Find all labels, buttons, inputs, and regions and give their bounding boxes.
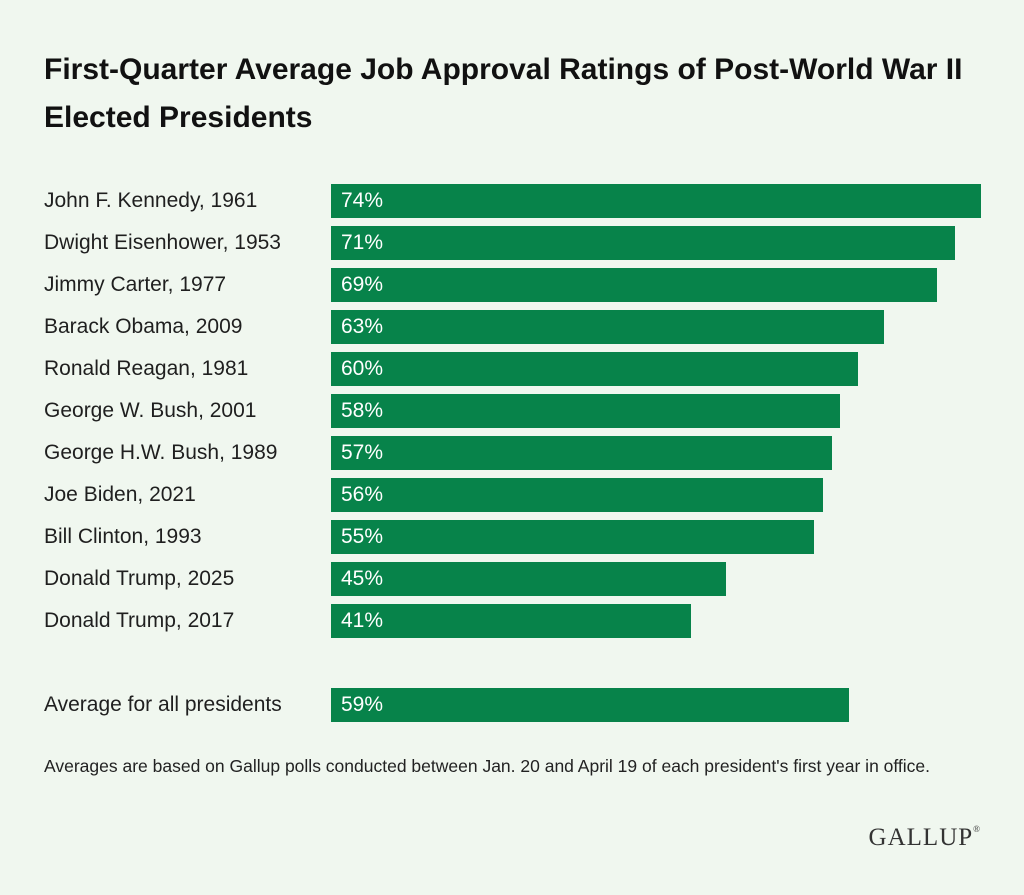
category-label: Barack Obama, 2009 bbox=[44, 315, 243, 338]
data-label: 71% bbox=[341, 231, 384, 254]
data-label: 56% bbox=[341, 483, 384, 506]
bar: 45% bbox=[331, 562, 726, 596]
bar: 60% bbox=[331, 352, 858, 386]
gallup-logo: GALLUP® bbox=[868, 824, 980, 851]
data-label: 74% bbox=[341, 189, 384, 212]
category-label: Joe Biden, 2021 bbox=[44, 483, 196, 506]
chart-title: First-Quarter Average Job Approval Ratin… bbox=[44, 53, 963, 134]
category-label: Donald Trump, 2025 bbox=[44, 567, 235, 590]
average-bar: 59% bbox=[331, 688, 849, 722]
data-label: 41% bbox=[341, 609, 384, 632]
average-label: Average for all presidents bbox=[44, 693, 282, 716]
category-label: Bill Clinton, 1993 bbox=[44, 525, 202, 548]
footnote: Averages are based on Gallup polls condu… bbox=[44, 756, 931, 776]
category-label: Jimmy Carter, 1977 bbox=[44, 273, 227, 296]
category-label: Ronald Reagan, 1981 bbox=[44, 357, 249, 380]
data-label: 60% bbox=[341, 357, 384, 380]
bar: 74% bbox=[331, 184, 981, 218]
bar: 63% bbox=[331, 310, 884, 344]
category-label: Donald Trump, 2017 bbox=[44, 609, 235, 632]
bar: 58% bbox=[331, 394, 840, 428]
bar: 57% bbox=[331, 436, 832, 470]
bar: 56% bbox=[331, 478, 823, 512]
data-label: 45% bbox=[341, 567, 384, 590]
data-label: 69% bbox=[341, 273, 384, 296]
category-label: George H.W. Bush, 1989 bbox=[44, 441, 278, 464]
bar: 55% bbox=[331, 520, 814, 554]
bar: 71% bbox=[331, 226, 955, 260]
data-label: 58% bbox=[341, 399, 384, 422]
category-label: John F. Kennedy, 1961 bbox=[44, 189, 258, 212]
category-label: Dwight Eisenhower, 1953 bbox=[44, 231, 281, 254]
category-label: George W. Bush, 2001 bbox=[44, 399, 257, 422]
data-label: 59% bbox=[341, 693, 384, 716]
bar: 69% bbox=[331, 268, 937, 302]
data-label: 55% bbox=[341, 525, 384, 548]
data-label: 63% bbox=[341, 315, 384, 338]
bar: 41% bbox=[331, 604, 691, 638]
data-label: 57% bbox=[341, 441, 384, 464]
